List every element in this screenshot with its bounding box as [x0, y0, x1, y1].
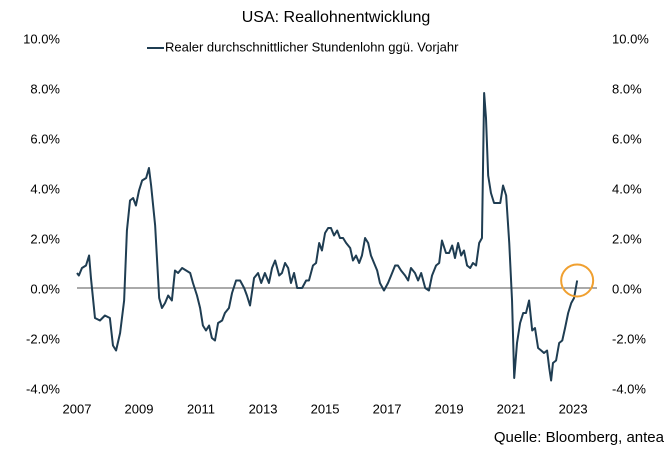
y2-tick-label: 0.0%	[612, 281, 642, 296]
highlight-circle	[560, 263, 595, 298]
y2-tick-label: 4.0%	[612, 181, 642, 196]
y2-tick-label: 8.0%	[612, 81, 642, 96]
x-tick-label: 2011	[187, 401, 215, 416]
chart-title: USA: Reallohnentwicklung	[242, 9, 431, 26]
y2-tick-label: -4.0%	[612, 381, 646, 396]
x-tick-label: 2019	[435, 401, 464, 416]
x-tick-label: 2021	[497, 401, 526, 416]
y-tick-label: 4.0%	[30, 181, 60, 196]
y-tick-label: 2.0%	[30, 231, 60, 246]
x-tick-label: 2017	[373, 401, 402, 416]
x-tick-label: 2013	[249, 401, 278, 416]
y-tick-label: 6.0%	[30, 131, 60, 146]
legend-label: Realer durchschnittlicher Stundenlohn gg…	[165, 39, 459, 54]
y-tick-label: -4.0%	[26, 381, 60, 396]
x-tick-label: 2009	[125, 401, 154, 416]
y2-tick-label: 6.0%	[612, 131, 642, 146]
y-tick-label: -2.0%	[26, 331, 60, 346]
line-series	[76, 92, 579, 382]
y2-tick-label: -2.0%	[612, 331, 646, 346]
y-tick-label: 8.0%	[30, 81, 60, 96]
y2-tick-label: 10.0%	[612, 31, 649, 46]
x-tick-label: 2007	[63, 401, 92, 416]
y-tick-label: 0.0%	[30, 281, 60, 296]
x-tick-label: 2015	[311, 401, 340, 416]
source: Quelle: Bloomberg, antea	[494, 429, 665, 446]
y2-tick-label: 2.0%	[612, 231, 642, 246]
x-tick-label: 2023	[559, 401, 588, 416]
y-tick-label: 10.0%	[23, 31, 60, 46]
